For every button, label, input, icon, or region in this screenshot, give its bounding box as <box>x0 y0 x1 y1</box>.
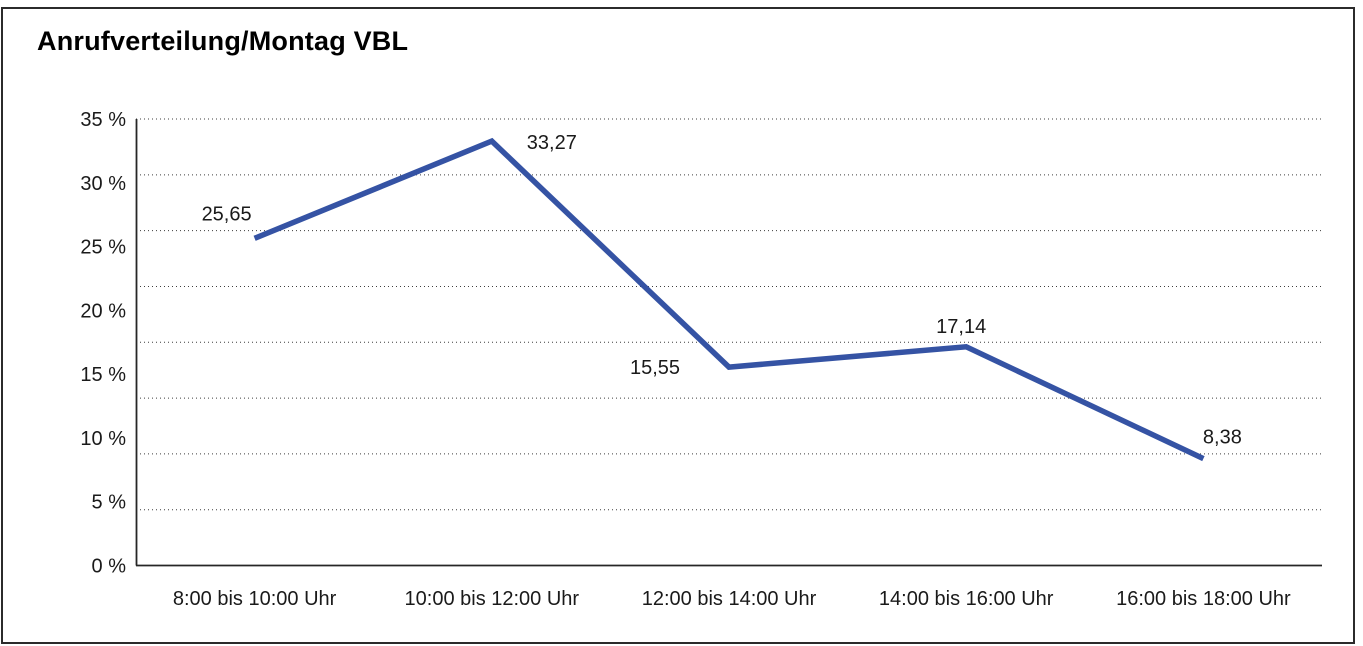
y-axis-tick-label: 10 % <box>80 428 126 450</box>
y-axis-tick-label: 15 % <box>80 364 126 386</box>
data-point-label: 33,27 <box>527 132 577 154</box>
x-axis-category-label: 10:00 bis 12:00 Uhr <box>405 588 580 610</box>
y-axis-tick-label: 35 % <box>80 109 126 131</box>
chart-title: Anrufverteilung/Montag VBL <box>37 26 409 56</box>
y-axis-tick-label: 30 % <box>80 173 126 195</box>
x-axis-category-label: 8:00 bis 10:00 Uhr <box>173 588 337 610</box>
x-axis-category-label: 14:00 bis 16:00 Uhr <box>879 588 1054 610</box>
data-series-line <box>253 137 1205 462</box>
data-point-label: 15,55 <box>630 357 680 379</box>
y-axis-tick-label: 5 % <box>92 492 127 514</box>
x-axis-category-label: 16:00 bis 18:00 Uhr <box>1116 588 1291 610</box>
y-axis-tick-label: 20 % <box>80 300 126 322</box>
y-axis-tick-label: 0 % <box>92 556 127 578</box>
y-axis-tick-label: 25 % <box>80 237 126 259</box>
data-point-label: 25,65 <box>202 203 252 225</box>
data-point-label: 17,14 <box>936 316 986 338</box>
x-axis-category-label: 12:00 bis 14:00 Uhr <box>642 588 817 610</box>
data-point-label: 8,38 <box>1203 427 1242 449</box>
figure-border <box>1 7 1355 644</box>
